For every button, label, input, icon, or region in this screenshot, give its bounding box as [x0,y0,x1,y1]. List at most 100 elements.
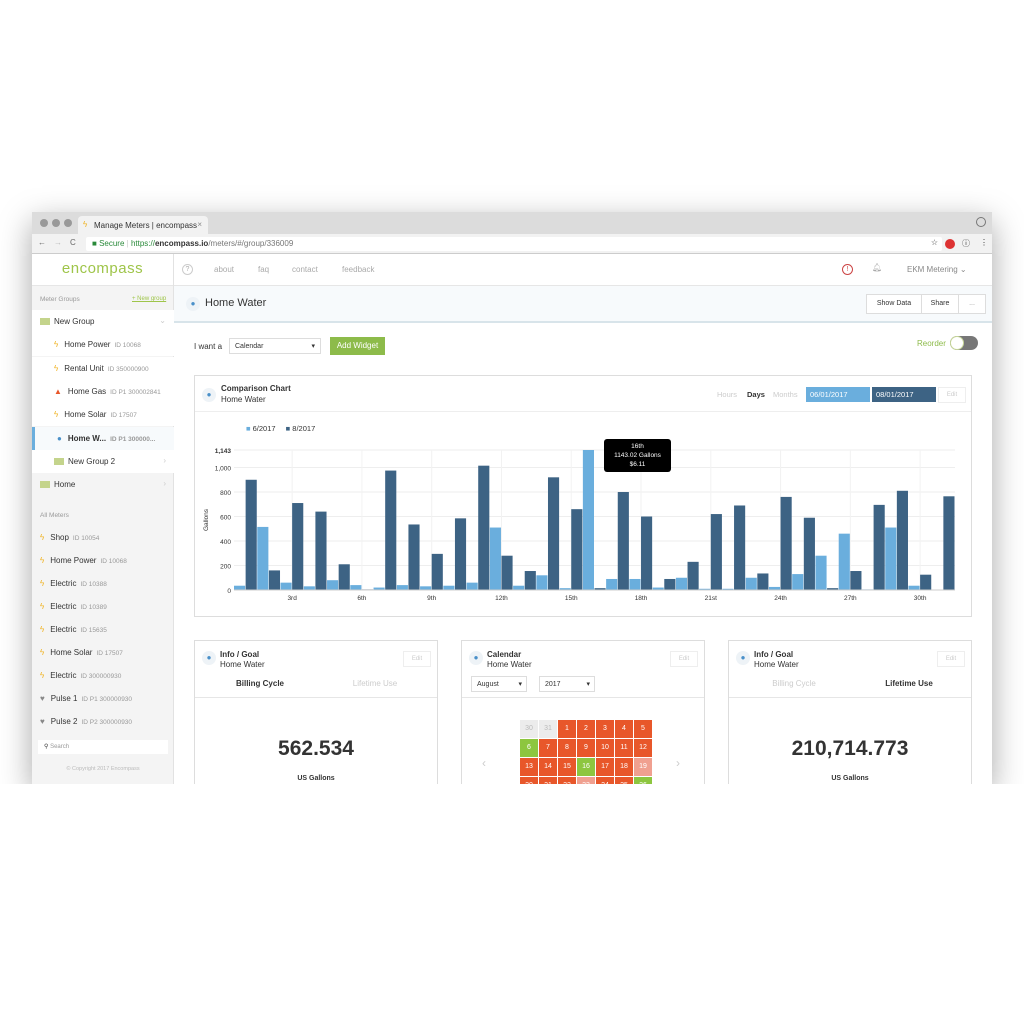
calendar-day[interactable]: 16 [577,758,595,776]
edit-button[interactable]: Edit [670,651,698,667]
minimize-window-button[interactable] [52,219,60,227]
sidebar-item[interactable]: ϟ Electric ID 15635 [32,618,174,641]
edit-button[interactable]: Edit [937,651,965,667]
legend-item-6-2017[interactable]: ■ 6/2017 [246,424,276,433]
tab-billing-cycle[interactable]: Billing Cycle [772,679,816,688]
calendar-day[interactable]: 13 [520,758,538,776]
calendar-day[interactable]: 17 [596,758,614,776]
year-select[interactable]: 2017 ▾ [539,676,595,692]
nav-feedback[interactable]: feedback [342,265,375,274]
tab-billing-cycle[interactable]: Billing Cycle [235,679,284,688]
range-days[interactable]: Days [747,390,765,399]
calendar-day[interactable]: 6 [520,739,538,757]
range-months[interactable]: Months [773,390,798,399]
sidebar-item[interactable]: New Group ⌄ [32,310,174,333]
more-button[interactable]: ... [958,294,986,314]
nav-contact[interactable]: contact [292,265,318,274]
sidebar-item[interactable]: ϟ Home Solar ID 17507 [32,403,174,427]
tab-lifetime-use[interactable]: Lifetime Use [352,679,398,688]
bolt-icon: ϟ [40,648,45,657]
sidebar-item[interactable]: ϟ Shop ID 10054 [32,526,174,549]
nav-faq[interactable]: faq [258,265,270,274]
close-window-button[interactable] [40,219,48,227]
calendar-day[interactable]: 7 [539,739,557,757]
sidebar-item[interactable]: ϟ Rental Unit ID 350000900 [32,356,174,380]
bell-icon[interactable]: 🔔︎ [872,263,883,272]
sidebar-item[interactable]: ♥ Pulse 1 ID P1 300000930 [32,687,174,710]
nav-about[interactable]: about [214,265,235,274]
show-data-button[interactable]: Show Data [866,294,922,314]
bar-8-2017-day-10 [454,518,467,590]
chevron-right-icon[interactable]: › [163,455,166,465]
url-input[interactable]: ■ Secure | https://encompass.io/meters/#… [86,237,942,251]
meter-name: Electric [50,625,77,634]
meter-name: Pulse 2 [50,717,78,726]
calendar-day[interactable]: 12 [634,739,652,757]
help-icon[interactable]: ? [182,264,193,275]
reorder-toggle[interactable] [950,336,978,350]
all-meters-label: All Meters [40,512,69,519]
range-hours[interactable]: Hours [717,390,738,399]
calendar-day[interactable]: 1 [558,720,576,738]
alert-icon[interactable]: ! [842,264,853,275]
month-select[interactable]: August ▾ [471,676,527,692]
bar-6-2017-day-15 [559,588,571,590]
sidebar-item[interactable]: New Group 2 › [32,449,174,473]
calendar-day[interactable]: 15 [558,758,576,776]
close-tab-icon[interactable]: × [197,220,202,229]
maximize-window-button[interactable] [64,219,72,227]
calendar-day[interactable]: 8 [558,739,576,757]
legend-item-8-2017[interactable]: ■ 8/2017 [286,424,316,433]
chevron-right-icon[interactable]: › [163,479,166,489]
sidebar-item[interactable]: ϟ Electric ID 10389 [32,595,174,618]
star-icon[interactable]: ☆ [930,238,938,247]
calendar-day[interactable]: 5 [634,720,652,738]
new-group-link[interactable]: + New group [132,296,167,302]
calendar-day[interactable]: 19 [634,758,652,776]
widget-type-select[interactable]: Calendar ▾ [229,338,321,354]
chevron-down-icon[interactable]: ⌄ [159,316,166,325]
share-button[interactable]: Share [921,294,959,314]
extension-icon[interactable] [945,239,955,249]
legend-label: 8/2017 [292,424,316,433]
edit-button[interactable]: Edit [938,387,966,403]
tab-lifetime-use[interactable]: Lifetime Use [885,679,933,688]
calendar-day[interactable]: 3 [596,720,614,738]
next-month-icon[interactable]: › [676,756,680,770]
sidebar-item[interactable]: ϟ Home Power ID 10068 [32,333,174,357]
search-input[interactable]: ⚲ Search [38,740,168,754]
x-tick-label: 21st [705,595,717,602]
account-menu[interactable]: EKM Metering ⌄ [907,265,967,274]
profile-icon[interactable] [976,217,986,227]
date1-input[interactable]: 06/01/2017 [806,387,870,402]
calendar-day[interactable]: 18 [615,758,633,776]
forward-icon[interactable]: → [54,238,62,247]
date2-input[interactable]: 08/01/2017 [872,387,936,402]
edit-button[interactable]: Edit [403,651,431,667]
back-icon[interactable]: ← [38,238,46,247]
calendar-day[interactable]: 31 [539,720,557,738]
sidebar-item[interactable]: ϟ Home Solar ID 17507 [32,641,174,664]
browser-tab[interactable]: ϟ Manage Meters | encompass × [78,216,208,234]
calendar-day[interactable]: 10 [596,739,614,757]
calendar-day[interactable]: 14 [539,758,557,776]
calendar-day[interactable]: 9 [577,739,595,757]
info-icon[interactable]: ⓘ [962,239,970,248]
sidebar-item[interactable]: ϟ Electric ID 10388 [32,572,174,595]
calendar-day[interactable]: 30 [520,720,538,738]
calendar-day[interactable]: 11 [615,739,633,757]
reload-icon[interactable]: C [70,238,76,247]
sidebar-item[interactable]: ▲ Home Gas ID P1 300002841 [32,379,174,403]
sidebar-item[interactable]: ϟ Electric ID 300000930 [32,664,174,687]
sidebar-item[interactable]: Home › [32,473,174,496]
menu-icon[interactable]: ⋮ [980,238,988,247]
sidebar-item[interactable]: ● Home W... ID P1 300000... [32,426,174,450]
y-tick-label: 1,143 [215,448,232,455]
calendar-day[interactable]: 4 [615,720,633,738]
sidebar-item[interactable]: ϟ Home Power ID 10068 [32,549,174,572]
prev-month-icon[interactable]: ‹ [482,756,486,770]
flame-icon: ▲ [54,386,62,396]
sidebar-item[interactable]: ♥ Pulse 2 ID P2 300000930 [32,710,174,733]
calendar-day[interactable]: 2 [577,720,595,738]
add-widget-button[interactable]: Add Widget [330,337,385,355]
